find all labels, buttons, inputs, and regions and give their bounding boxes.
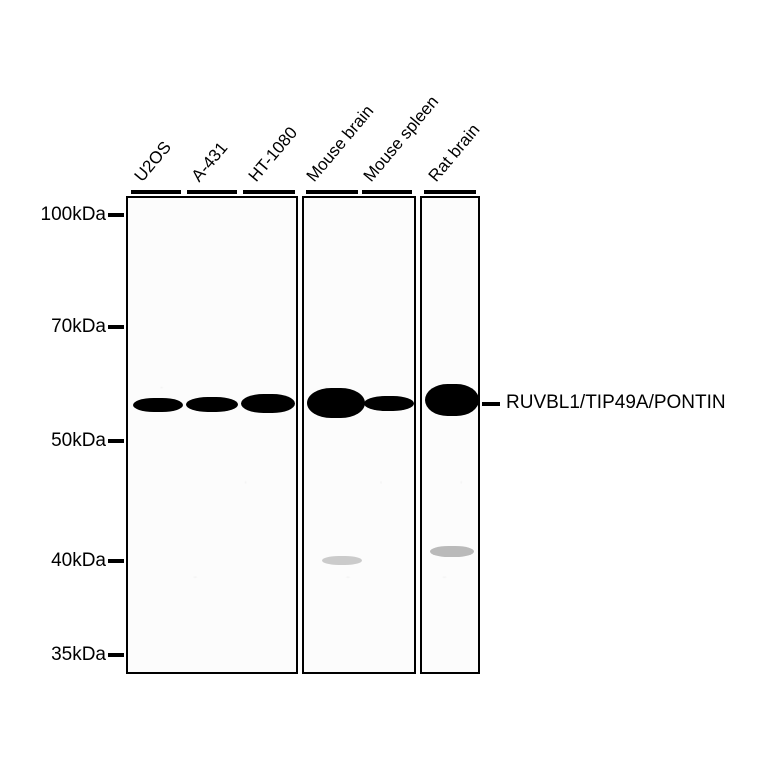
marker-70kda: 70kDa (51, 316, 106, 338)
blot-panel-1 (126, 196, 298, 674)
band-u2os (133, 398, 183, 412)
marker-tick (108, 213, 124, 217)
secondary-band-mouse-brain (322, 556, 362, 565)
lane-underline (243, 190, 295, 194)
band-mouse-brain (307, 388, 365, 418)
noise (422, 198, 478, 672)
band-rat-brain (425, 384, 479, 416)
lane-underline (362, 190, 412, 194)
marker-100kda: 100kDa (41, 204, 107, 226)
lane-label-ht1080: HT-1080 (245, 123, 302, 186)
blot-figure: U2OS A-431 HT-1080 Mouse brain Mouse spl… (0, 0, 764, 764)
blot-panel-3 (420, 196, 480, 674)
band-a431 (186, 397, 238, 412)
marker-tick (108, 325, 124, 329)
band-ht1080 (241, 394, 295, 413)
band-mouse-spleen (364, 396, 414, 411)
noise (128, 198, 296, 672)
blot-panel-2 (302, 196, 416, 674)
lane-label-rat-brain: Rat brain (425, 120, 485, 186)
marker-50kda: 50kDa (51, 430, 106, 452)
marker-tick (108, 439, 124, 443)
protein-label: RUVBL1/TIP49A/PONTIN (506, 392, 726, 414)
marker-35kda: 35kDa (51, 644, 106, 666)
protein-label-tick (482, 402, 500, 406)
lane-underline (187, 190, 237, 194)
lane-label-a431: A-431 (188, 138, 232, 186)
lane-underline (424, 190, 476, 194)
lane-label-u2os: U2OS (131, 138, 176, 186)
noise (304, 198, 414, 672)
marker-tick (108, 653, 124, 657)
lane-underline (306, 190, 358, 194)
secondary-band-rat-brain (430, 546, 474, 557)
marker-tick (108, 559, 124, 563)
lane-underline (131, 190, 181, 194)
marker-40kda: 40kDa (51, 550, 106, 572)
